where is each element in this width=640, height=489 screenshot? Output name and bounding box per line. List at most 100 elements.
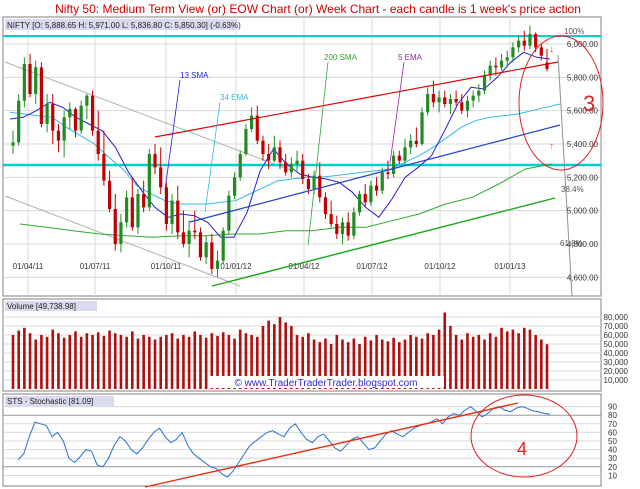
candle-body — [45, 104, 49, 124]
candle-body — [130, 197, 134, 228]
candle-body — [426, 94, 430, 113]
volume-bar — [528, 329, 532, 389]
candle-body — [96, 130, 100, 154]
price-panel: 6,000.00 5,800.00 5,600.00 5,400.00 5,200.00… — [2, 16, 604, 297]
candle-body — [79, 105, 83, 131]
volume-bar — [130, 331, 134, 389]
candle-body — [198, 232, 203, 258]
candle-body — [181, 232, 186, 244]
volume-bar — [409, 335, 412, 389]
candle-body — [187, 230, 191, 244]
candle-body — [323, 197, 328, 214]
price-y-tick: 4,600.00 — [567, 273, 599, 282]
volume-bar — [375, 335, 378, 389]
volume-bar — [318, 342, 322, 389]
candle-body — [142, 194, 146, 208]
volume-bar — [91, 335, 94, 389]
candle-body — [261, 140, 265, 154]
candle-body — [107, 180, 112, 209]
price-x-axis: 01/04/11 01/07/11 01/10/11 01/01/12 01/04/12… — [13, 262, 526, 271]
volume-bar — [386, 341, 390, 389]
candle-body — [511, 47, 515, 58]
candle-body — [431, 94, 435, 103]
candle-body — [56, 130, 61, 141]
volume-bar — [62, 337, 66, 389]
candle-body — [409, 140, 413, 148]
volume-bar — [540, 339, 543, 389]
volume-header-box — [5, 301, 97, 311]
stochastic-y-tick: 20 — [608, 463, 617, 472]
volume-bar — [165, 335, 168, 389]
candle-body — [369, 185, 373, 203]
candle-body — [448, 99, 453, 104]
candle-body — [159, 167, 163, 188]
ema34-label: 34 EMA — [220, 93, 249, 102]
volume-bar — [187, 336, 191, 389]
volume-y-tick: 20,000 — [604, 367, 629, 376]
volume-bar — [199, 335, 202, 389]
volume-bar — [500, 327, 503, 389]
stochastic-header: STS - Stochastic [81.09] — [7, 397, 93, 406]
volume-bar — [51, 329, 55, 389]
price-x-tick: 01/01/12 — [220, 262, 252, 271]
candle-body — [284, 162, 288, 173]
volume-header: Volume [49,738.98] — [7, 302, 76, 311]
volume-bar — [483, 339, 486, 389]
stochastic-y-tick: 90 — [608, 403, 617, 412]
candle-body — [210, 242, 214, 269]
volume-bar — [437, 329, 441, 389]
volume-bar — [96, 332, 100, 389]
candle-body — [414, 140, 418, 144]
volume-bar — [307, 333, 310, 389]
volume-bar — [17, 330, 20, 389]
candle-body — [68, 109, 72, 118]
ema34-line — [9, 103, 561, 205]
volume-bar — [505, 331, 509, 389]
candle-body — [249, 115, 254, 129]
volume-bar — [380, 339, 384, 389]
volume-bar — [28, 333, 32, 389]
price-y-tick: 5,000.00 — [567, 207, 599, 216]
candle-body — [352, 212, 356, 236]
volume-bar — [148, 336, 151, 389]
volume-bar — [57, 333, 60, 389]
volume-bar — [346, 342, 350, 389]
candle-body — [505, 57, 509, 61]
candle-body — [147, 154, 151, 208]
volume-bar — [267, 320, 270, 389]
chart-title: Nifty 50: Medium Term View (or) EOW Char… — [55, 2, 581, 16]
candle-body — [51, 104, 55, 131]
candle-body — [488, 65, 492, 76]
volume-bar — [494, 336, 498, 389]
candle-body — [215, 260, 220, 269]
volume-bar — [369, 340, 373, 389]
candle-body — [528, 34, 532, 46]
volume-bar — [221, 332, 225, 389]
volume-bar — [119, 335, 123, 389]
candle-body — [153, 154, 157, 168]
price-y-tick: 5,200.00 — [567, 173, 599, 182]
candle-body — [380, 172, 384, 191]
candle-body — [534, 34, 538, 48]
channel-upper-line — [154, 61, 559, 138]
candle-body — [312, 175, 316, 189]
volume-bar — [522, 327, 526, 389]
price-x-tick: 01/04/12 — [288, 262, 320, 271]
candle-body — [499, 60, 504, 68]
fib-100-label: 100% — [564, 27, 584, 36]
volume-bar — [40, 335, 43, 389]
volume-bars — [11, 312, 549, 389]
stochastic-y-tick: 50 — [608, 437, 617, 446]
volume-y-tick: 60,000 — [604, 331, 629, 340]
price-header: NIFTY [O: 5,888.65 H: 5,971.00 L: 5,836.… — [7, 21, 241, 30]
volume-bar — [216, 335, 219, 389]
volume-bar — [159, 336, 163, 389]
volume-bar — [534, 335, 537, 389]
volume-bar — [85, 333, 89, 389]
volume-bar — [420, 338, 424, 389]
volume-bar — [284, 322, 287, 389]
volume-bar — [102, 335, 106, 389]
volume-bar — [261, 326, 265, 389]
candle-body — [494, 65, 498, 68]
volume-bar — [477, 335, 481, 389]
